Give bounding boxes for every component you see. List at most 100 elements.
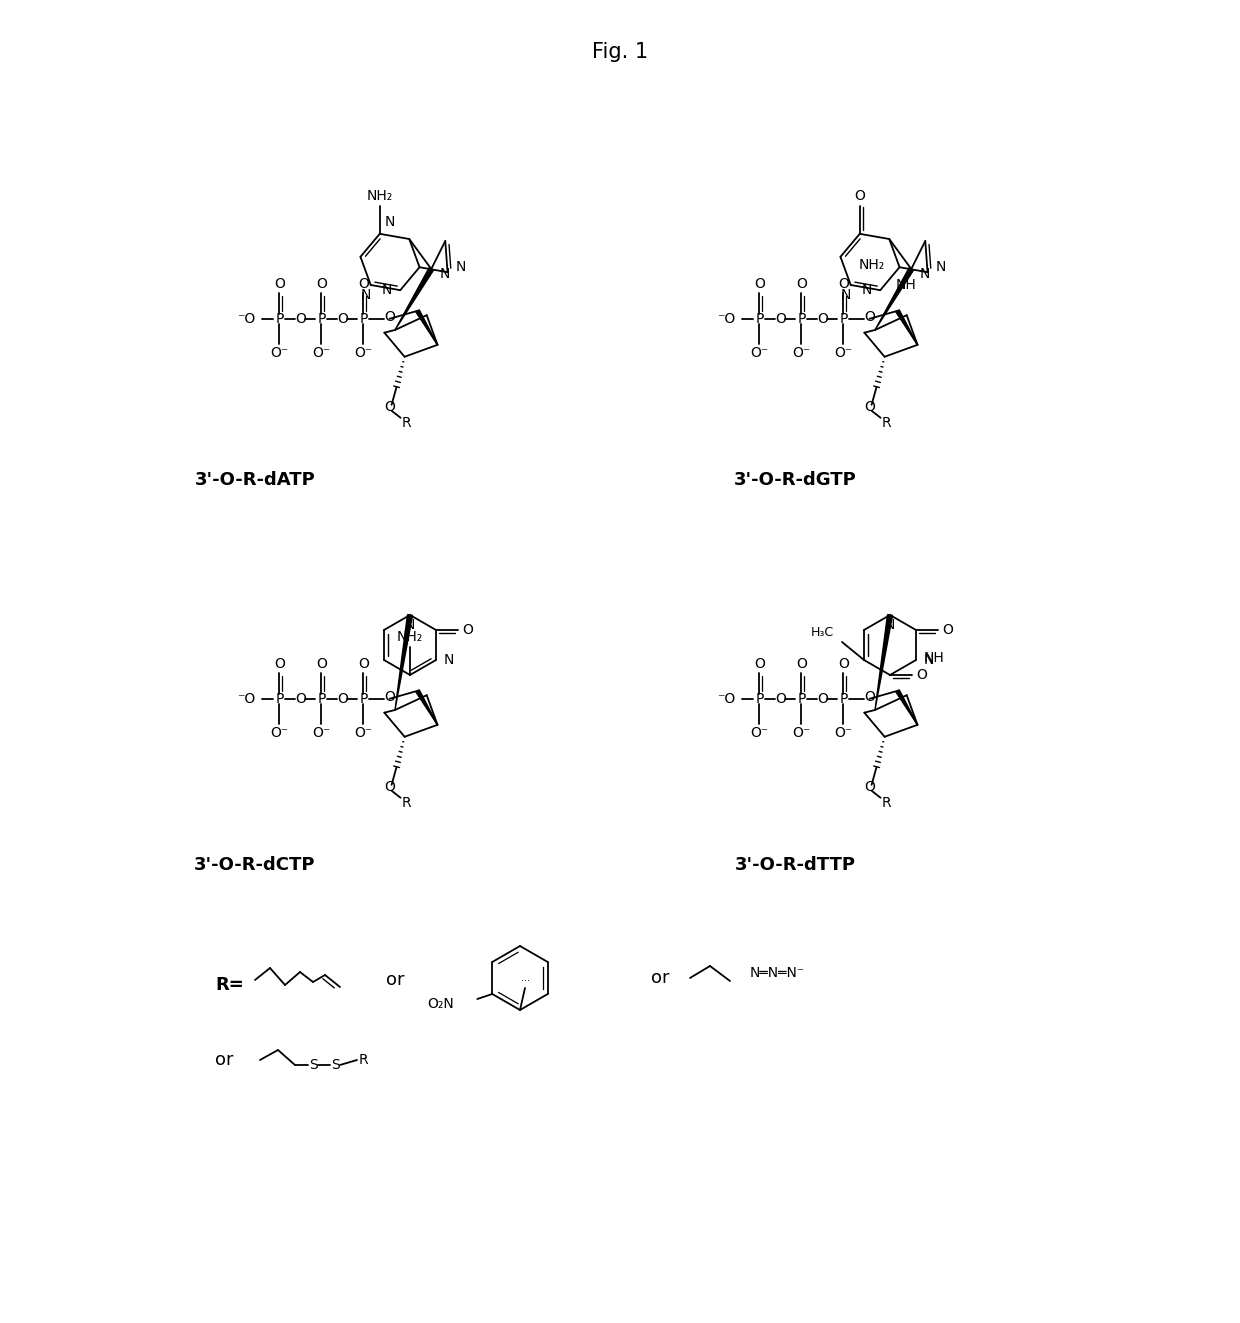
Text: ⁻O: ⁻O [717,692,735,705]
Text: O: O [864,689,875,704]
Text: N: N [885,618,895,632]
Text: N: N [924,654,935,667]
Text: O: O [864,779,875,794]
Text: O: O [463,623,474,636]
Text: O: O [817,692,828,705]
Text: P: P [839,312,848,325]
Text: O⁻: O⁻ [750,726,769,741]
Text: O: O [337,692,348,705]
Text: P: P [317,312,326,325]
Text: O⁻: O⁻ [792,726,811,741]
Text: O: O [384,779,396,794]
Text: O: O [838,658,849,671]
Text: O⁻: O⁻ [312,347,331,360]
Polygon shape [396,615,413,710]
Text: O: O [295,692,306,705]
Text: P: P [797,692,806,705]
Text: R: R [402,795,412,810]
Text: ...: ... [522,972,531,983]
Text: O: O [864,310,875,324]
Text: O: O [754,658,765,671]
Text: O: O [384,689,394,704]
Text: O⁻: O⁻ [355,726,372,741]
Text: N: N [361,288,371,302]
Text: O: O [854,189,866,202]
Text: P: P [360,692,368,705]
Text: N: N [444,654,454,667]
Text: 3'-O-R-dTTP: 3'-O-R-dTTP [734,856,856,875]
Text: O⁻: O⁻ [792,347,811,360]
Text: O₂N: O₂N [428,998,454,1011]
Text: O: O [796,658,807,671]
Text: O: O [775,692,786,705]
Text: N: N [862,283,872,298]
Text: or: or [215,1050,233,1069]
Text: P: P [275,692,284,705]
Text: N: N [919,267,930,280]
Text: N: N [935,261,946,274]
Text: O: O [316,658,327,671]
Polygon shape [875,615,893,710]
Text: O: O [775,312,786,325]
Text: N: N [404,618,415,632]
Text: 3'-O-R-dGTP: 3'-O-R-dGTP [734,471,857,490]
Text: or: or [386,971,404,990]
Text: N: N [384,214,396,229]
Text: O: O [316,278,327,291]
Text: O⁻: O⁻ [750,347,769,360]
Text: O: O [274,278,285,291]
Text: N═N═N⁻: N═N═N⁻ [750,966,805,980]
Text: NH₂: NH₂ [858,258,884,271]
Text: R=: R= [215,976,244,994]
Text: N: N [382,283,392,298]
Text: NH: NH [895,278,916,292]
Text: O: O [384,310,394,324]
Text: O: O [817,312,828,325]
Text: NH₂: NH₂ [367,189,393,202]
Text: O⁻: O⁻ [270,347,289,360]
Text: P: P [839,692,848,705]
Text: or: or [651,968,670,987]
Text: O: O [796,278,807,291]
Text: P: P [317,692,326,705]
Text: NH: NH [924,651,945,665]
Polygon shape [415,310,438,345]
Text: P: P [360,312,368,325]
Text: O: O [358,278,370,291]
Text: Fig. 1: Fig. 1 [591,42,649,62]
Text: 3'-O-R-dCTP: 3'-O-R-dCTP [195,856,316,875]
Text: R: R [882,415,892,430]
Text: O⁻: O⁻ [270,726,289,741]
Polygon shape [875,267,914,329]
Text: S: S [309,1058,317,1072]
Text: N: N [841,288,851,302]
Text: O: O [754,278,765,291]
Text: P: P [755,312,764,325]
Text: O⁻: O⁻ [355,347,372,360]
Text: ⁻O: ⁻O [717,312,735,325]
Text: P: P [797,312,806,325]
Text: O⁻: O⁻ [835,726,853,741]
Text: S: S [331,1058,340,1072]
Text: O⁻: O⁻ [312,726,331,741]
Text: O: O [384,400,396,414]
Text: P: P [275,312,284,325]
Text: O: O [942,623,954,636]
Text: P: P [755,692,764,705]
Polygon shape [895,310,918,345]
Text: O: O [358,658,370,671]
Text: O: O [295,312,306,325]
Text: O: O [916,668,928,681]
Text: R: R [402,415,412,430]
Polygon shape [895,689,918,725]
Text: R: R [882,795,892,810]
Text: O⁻: O⁻ [835,347,853,360]
Text: N: N [455,261,466,274]
Text: 3'-O-R-dATP: 3'-O-R-dATP [195,471,315,490]
Text: H₃C: H₃C [811,626,835,639]
Text: N: N [439,267,450,280]
Polygon shape [396,267,434,329]
Polygon shape [415,689,438,725]
Text: O: O [838,278,849,291]
Text: O: O [864,400,875,414]
